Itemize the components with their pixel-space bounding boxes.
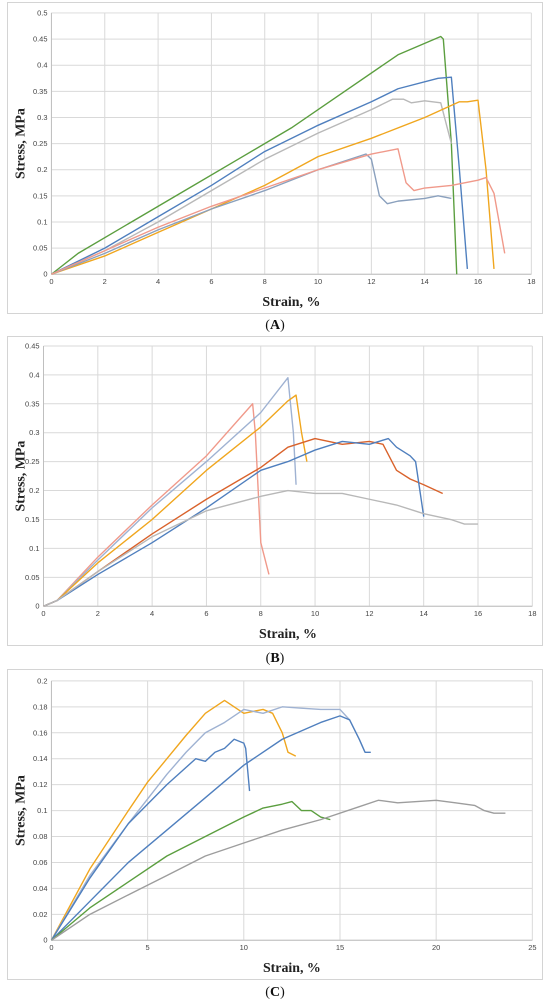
chart-panel-a: 0 0.05 0.1 0.15 0.2 0.25 0.3 0.35 0.4 0.45 0.5 0 2 4 6… <box>7 2 543 314</box>
y-tick-label: 0 <box>35 602 39 611</box>
x-tick-label: 14 <box>421 277 429 286</box>
y-tick-label: 0.16 <box>33 728 47 737</box>
y-tick-label: 0 <box>43 270 47 279</box>
x-tick-label: 12 <box>365 609 373 618</box>
y-tick-label: 0.25 <box>33 139 47 148</box>
caption-a: (A) <box>265 318 285 333</box>
y-tick-label: 0.05 <box>25 573 39 582</box>
y-tick-label: 0.18 <box>33 702 47 711</box>
series-line-2 <box>51 76 469 275</box>
x-axis-title: Strain, % <box>263 961 321 976</box>
x-tick-label: 8 <box>263 277 267 286</box>
x-tick-label: 6 <box>204 609 208 618</box>
y-tick-label: 0.2 <box>29 486 39 495</box>
y-tick-label: 0.35 <box>25 399 39 408</box>
x-tick-label: 0 <box>49 943 53 952</box>
y-tick-label: 0.25 <box>25 457 39 466</box>
x-tick-label: 18 <box>527 277 535 286</box>
y-tick-label: 0.04 <box>33 884 47 893</box>
y-tick-label: 0.1 <box>37 806 47 815</box>
y-tick-label: 0.2 <box>37 676 47 685</box>
series-line-6 <box>43 489 478 607</box>
series-line-3 <box>43 394 308 607</box>
x-tick-label: 0 <box>49 277 53 286</box>
x-tick-label: 14 <box>420 609 428 618</box>
y-tick-label: 0.35 <box>33 87 47 96</box>
y-tick-label: 0.3 <box>37 113 47 122</box>
series-line-4 <box>50 715 371 941</box>
chart-a-svg: 0 0.05 0.1 0.15 0.2 0.25 0.3 0.35 0.4 0.45 0.5 0 2 4 6… <box>14 8 536 310</box>
x-tick-label: 12 <box>367 277 375 286</box>
y-tick-label: 0.2 <box>37 165 47 174</box>
y-tick-label: 0.08 <box>33 832 47 841</box>
y-tick-label: 0.02 <box>33 910 47 919</box>
x-tick-label: 0 <box>41 609 45 618</box>
series-line-2 <box>43 377 297 607</box>
chart-c-svg: 0 0.02 0.04 0.06 0.08 0.1 0.12 0.14 0.16 0.18 0.2 0… <box>14 676 537 976</box>
chart-b-svg: 0 0.05 0.1 0.15 0.2 0.25 0.3 0.35 0.4 0.45 0 2 4 6 8 10… <box>14 341 537 642</box>
series-line-1 <box>51 35 458 275</box>
series-line-5 <box>50 800 331 941</box>
y-axis-title: Stress, MPa <box>14 108 29 179</box>
caption-c: (C) <box>265 985 285 1000</box>
series-line-5 <box>43 437 425 607</box>
y-tick-label: 0.1 <box>37 217 47 226</box>
x-tick-label: 6 <box>209 277 213 286</box>
y-tick-label: 0.4 <box>37 61 47 70</box>
y-tick-label: 0.15 <box>33 191 47 200</box>
series-line-5 <box>51 153 452 275</box>
series-line-1 <box>50 699 297 941</box>
x-tick-label: 10 <box>240 943 248 952</box>
y-tick-label: 0.4 <box>29 370 39 379</box>
series-line-6 <box>51 799 506 941</box>
series-line-4 <box>51 99 495 275</box>
y-tick-label: 0.06 <box>33 858 47 867</box>
x-axis-title: Strain, % <box>262 295 320 310</box>
series-line-2 <box>50 706 366 941</box>
y-tick-label: 0.05 <box>33 244 47 253</box>
y-axis-title: Stress, MPa <box>14 775 29 846</box>
y-tick-label: 0.14 <box>33 754 47 763</box>
y-tick-label: 0.3 <box>29 428 39 437</box>
x-tick-label: 15 <box>336 943 344 952</box>
y-tick-label: 0.1 <box>29 544 39 553</box>
y-tick-label: 0.15 <box>25 515 39 524</box>
y-tick-label: 0.12 <box>33 780 47 789</box>
x-tick-label: 5 <box>146 943 150 952</box>
x-tick-label: 2 <box>103 277 107 286</box>
chart-panel-b: 0 0.05 0.1 0.15 0.2 0.25 0.3 0.35 0.4 0.45 0 2 4 6 8 10… <box>7 336 543 646</box>
x-tick-label: 10 <box>314 277 322 286</box>
x-tick-label: 25 <box>528 943 536 952</box>
x-tick-label: 2 <box>96 609 100 618</box>
x-tick-label: 8 <box>259 609 263 618</box>
series-line-3 <box>50 738 251 941</box>
x-axis-title: Strain, % <box>259 627 317 642</box>
x-tick-label: 16 <box>474 609 482 618</box>
series-line-3 <box>51 98 453 275</box>
series-line-4 <box>43 437 444 607</box>
y-tick-label: 0.45 <box>25 341 39 350</box>
x-tick-label: 20 <box>432 943 440 952</box>
x-tick-label: 4 <box>156 277 160 286</box>
y-tick-label: 0 <box>43 936 47 945</box>
x-tick-label: 18 <box>528 609 536 618</box>
y-tick-label: 0.5 <box>37 8 47 17</box>
chart-panel-c: 0 0.02 0.04 0.06 0.08 0.1 0.12 0.14 0.16 0.18 0.2 0… <box>7 669 543 980</box>
caption-b: (B) <box>265 651 285 666</box>
y-tick-label: 0.45 <box>33 35 47 44</box>
y-axis-title: Stress, MPa <box>14 441 29 512</box>
x-tick-label: 4 <box>150 609 154 618</box>
series-line-6 <box>51 148 506 275</box>
x-tick-label: 10 <box>311 609 319 618</box>
x-tick-label: 16 <box>474 277 482 286</box>
